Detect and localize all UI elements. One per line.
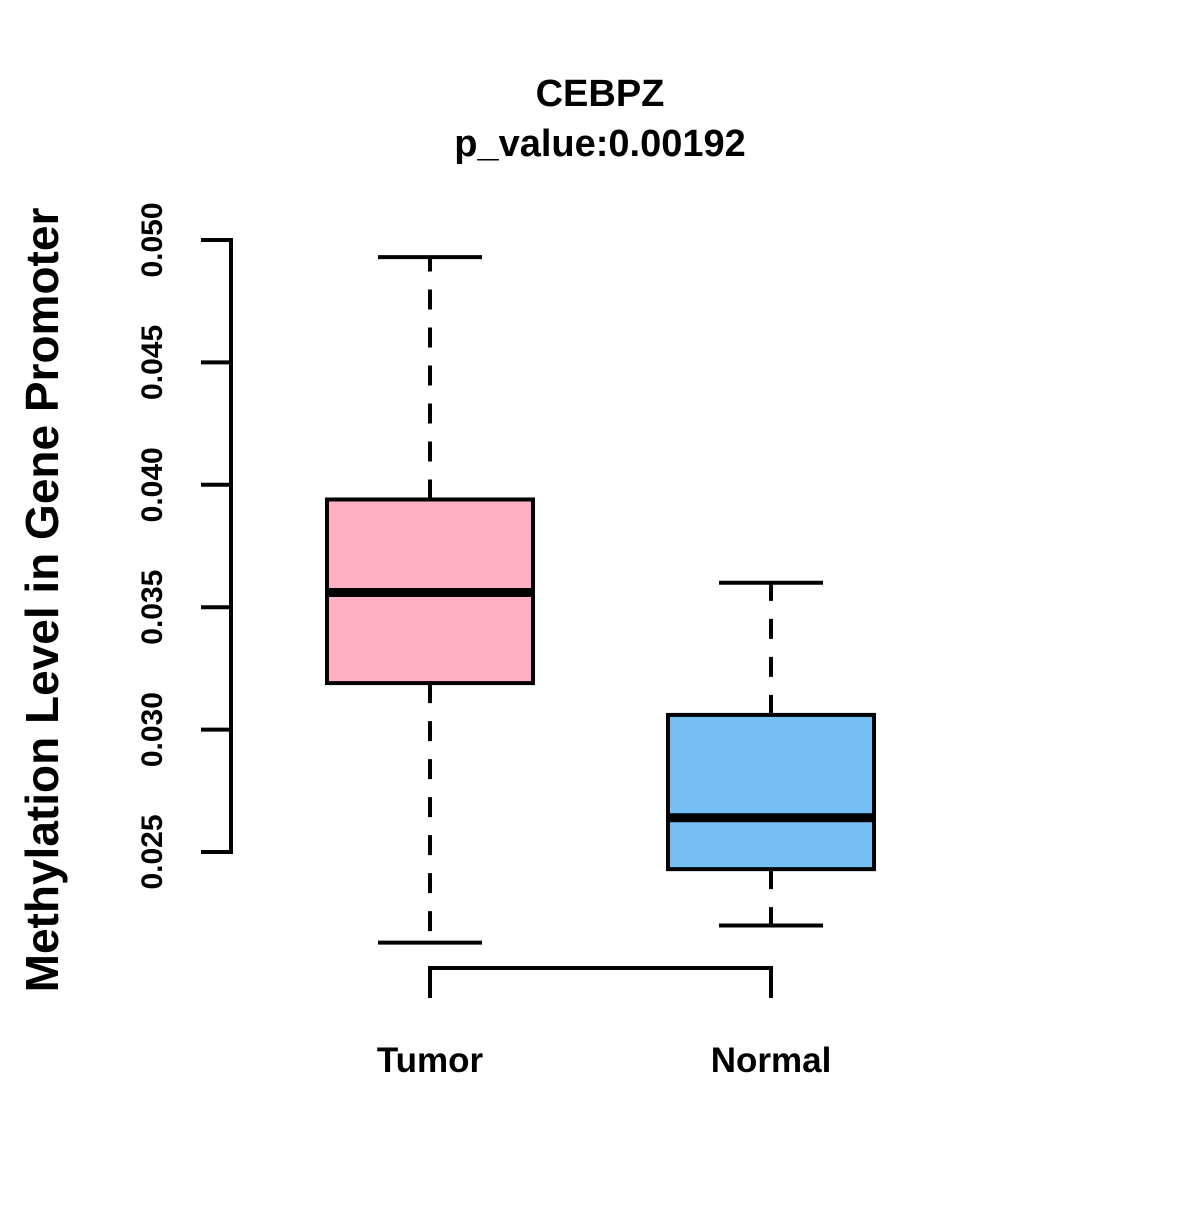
box-normal: [666, 712, 876, 872]
y-tick-label: 0.025: [136, 814, 169, 889]
chart-subtitle: p_value:0.00192: [454, 123, 746, 165]
chart-title: CEBPZ: [536, 73, 665, 115]
x-axis-bracket: [428, 966, 773, 998]
plot-area: [325, 255, 876, 945]
y-tick-label: 0.030: [136, 692, 169, 767]
category-label-tumor: Tumor: [377, 1041, 484, 1080]
y-axis: 0.025 0.030 0.035 0.040 0.045 0.050: [136, 202, 233, 890]
x-axis: Tumor Normal: [377, 966, 832, 1080]
category-label-normal: Normal: [711, 1041, 832, 1080]
y-tick-label: 0.040: [136, 447, 169, 522]
y-axis-label: Methylation Level in Gene Promoter: [16, 208, 68, 993]
y-tick-label: 0.050: [136, 202, 169, 277]
y-tick-label: 0.035: [136, 570, 169, 645]
y-tick-label: 0.045: [136, 325, 169, 400]
